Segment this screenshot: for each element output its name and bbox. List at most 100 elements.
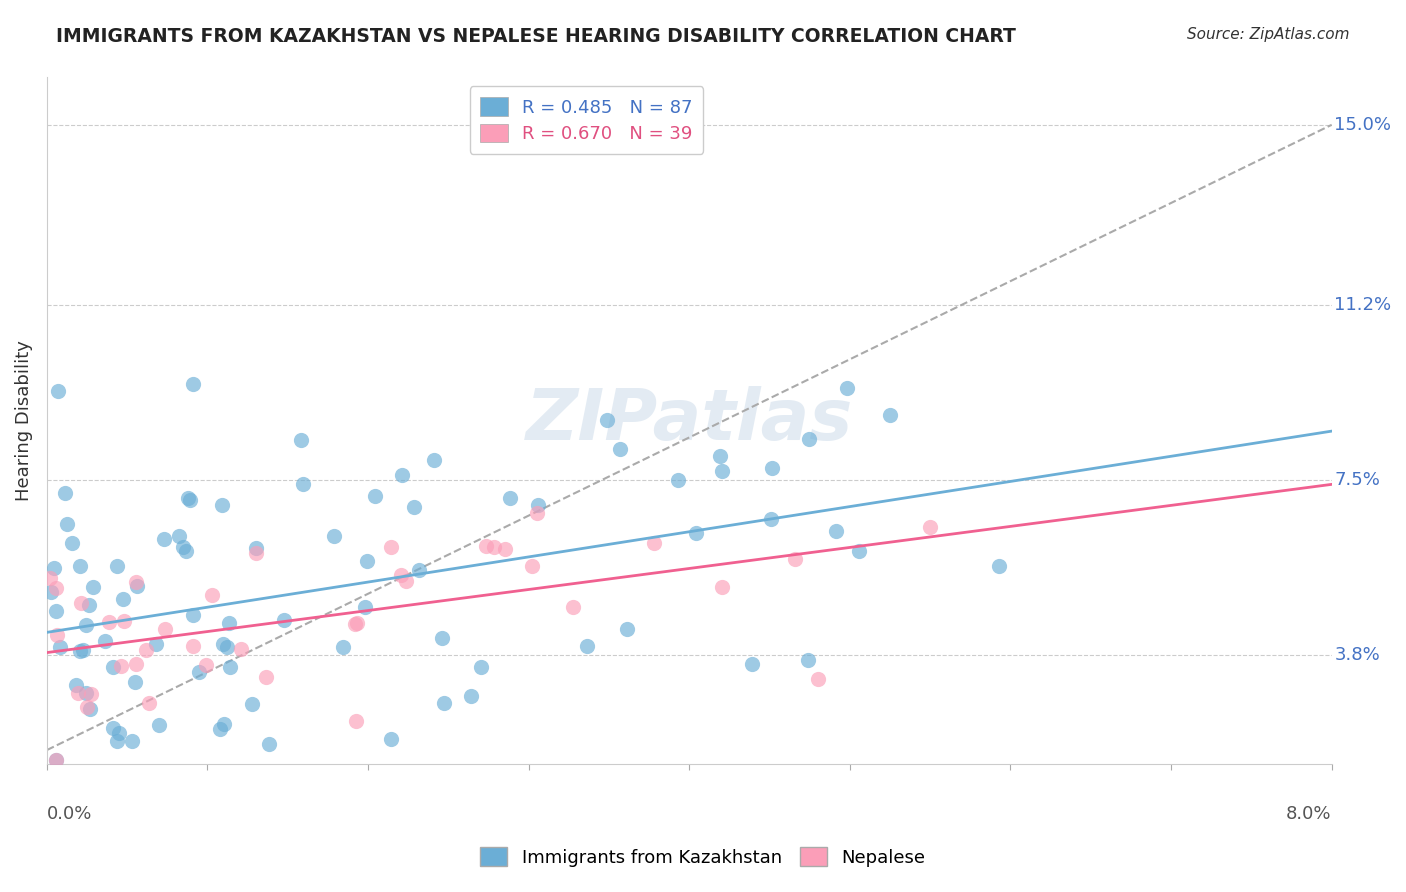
Point	[75, 773, 97, 788]
Point	[408, 563, 430, 577]
Point	[522, 558, 544, 573]
Point	[231, 642, 253, 657]
Point	[920, 520, 942, 534]
Point	[124, 674, 146, 689]
Point	[666, 473, 689, 487]
Point	[208, 722, 231, 736]
Point	[177, 491, 200, 506]
Point	[364, 489, 387, 503]
Point	[111, 592, 134, 607]
Point	[395, 574, 418, 588]
Point	[39, 572, 62, 586]
Point	[711, 464, 734, 478]
Point	[93, 633, 115, 648]
Point	[103, 722, 125, 736]
Point	[135, 642, 157, 657]
Point	[65, 678, 87, 692]
Point	[616, 622, 638, 636]
Point	[82, 580, 104, 594]
Point	[39, 585, 62, 599]
Point	[55, 516, 77, 531]
Point	[79, 702, 101, 716]
Point	[138, 696, 160, 710]
Point	[526, 506, 548, 520]
Point	[356, 554, 378, 568]
Point	[482, 540, 505, 554]
Point	[66, 686, 89, 700]
Point	[433, 696, 456, 710]
Point	[125, 657, 148, 672]
Point	[562, 600, 585, 615]
Point	[42, 560, 65, 574]
Point	[609, 442, 631, 456]
Text: 0.0%: 0.0%	[46, 805, 93, 823]
Point	[45, 581, 67, 595]
Point	[127, 579, 149, 593]
Point	[498, 491, 520, 506]
Point	[103, 660, 125, 674]
Point	[741, 657, 763, 671]
Point	[108, 726, 131, 740]
Point	[181, 377, 204, 392]
Point	[576, 640, 599, 654]
Point	[470, 660, 492, 674]
Text: IMMIGRANTS FROM KAZAKHSTAN VS NEPALESE HEARING DISABILITY CORRELATION CHART: IMMIGRANTS FROM KAZAKHSTAN VS NEPALESE H…	[56, 27, 1017, 45]
Point	[167, 529, 190, 543]
Point	[201, 588, 224, 602]
Point	[125, 575, 148, 590]
Text: 15.0%: 15.0%	[1334, 116, 1392, 134]
Point	[76, 700, 98, 714]
Text: 3.8%: 3.8%	[1334, 647, 1381, 665]
Point	[211, 637, 233, 651]
Point	[174, 544, 197, 558]
Point	[432, 631, 454, 645]
Point	[323, 529, 346, 543]
Text: 8.0%: 8.0%	[1286, 805, 1331, 823]
Point	[759, 512, 782, 526]
Point	[179, 493, 201, 508]
Point	[110, 659, 132, 673]
Y-axis label: Hearing Disability: Hearing Disability	[15, 341, 32, 501]
Point	[153, 622, 176, 636]
Point	[245, 541, 267, 555]
Point	[49, 640, 72, 654]
Point	[783, 551, 806, 566]
Point	[474, 540, 496, 554]
Point	[404, 500, 426, 514]
Point	[69, 596, 91, 610]
Point	[97, 615, 120, 629]
Point	[60, 535, 83, 549]
Point	[105, 734, 128, 748]
Point	[807, 672, 830, 686]
Point	[145, 637, 167, 651]
Point	[195, 657, 218, 672]
Point	[45, 604, 67, 618]
Point	[344, 616, 367, 631]
Point	[710, 580, 733, 594]
Point	[709, 449, 731, 463]
Point	[45, 753, 67, 767]
Text: 11.2%: 11.2%	[1334, 296, 1392, 314]
Point	[254, 670, 277, 684]
Point	[72, 643, 94, 657]
Point	[153, 532, 176, 546]
Point	[245, 546, 267, 560]
Point	[48, 384, 70, 399]
Point	[643, 536, 665, 550]
Point	[105, 558, 128, 573]
Point	[53, 485, 76, 500]
Point	[494, 542, 516, 557]
Point	[112, 614, 135, 628]
Point	[240, 697, 263, 711]
Point	[181, 639, 204, 653]
Point	[46, 628, 69, 642]
Text: Source: ZipAtlas.com: Source: ZipAtlas.com	[1187, 27, 1350, 42]
Point	[218, 660, 240, 674]
Point	[121, 734, 143, 748]
Text: ZIPatlas: ZIPatlas	[526, 386, 853, 455]
Point	[595, 413, 617, 427]
Point	[460, 689, 482, 703]
Point	[45, 753, 67, 767]
Point	[257, 737, 280, 751]
Point	[380, 540, 402, 554]
